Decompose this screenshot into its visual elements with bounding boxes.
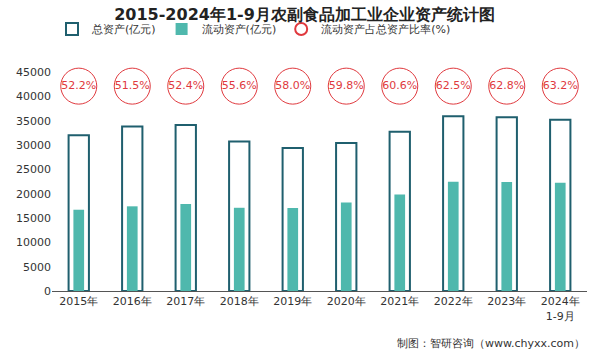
svg-text:2015-2024年1-9月农副食品加工业企业资产统计图: 2015-2024年1-9月农副食品加工业企业资产统计图 [114,5,495,24]
svg-text:60.6%: 60.6% [382,79,417,92]
svg-text:2018年: 2018年 [220,295,259,308]
svg-text:2020年: 2020年 [327,295,366,308]
svg-text:2024年1-9月: 2024年1-9月 [541,295,580,322]
svg-text:52.2%: 52.2% [61,79,96,92]
svg-text:总资产(亿元): 总资产(亿元) [91,23,156,36]
svg-text:2022年: 2022年 [434,295,473,308]
svg-text:20000: 20000 [16,188,51,201]
svg-text:流动资产占总资产比率(%): 流动资产占总资产比率(%) [321,23,450,36]
svg-text:2016年: 2016年 [113,295,152,308]
svg-text:2021年: 2021年 [380,295,419,308]
svg-text:59.8%: 59.8% [329,79,364,92]
svg-text:51.5%: 51.5% [115,79,150,92]
svg-text:25000: 25000 [16,163,51,176]
svg-text:40000: 40000 [16,90,51,103]
svg-text:2023年: 2023年 [487,295,526,308]
svg-text:流动资产(亿元): 流动资产(亿元) [202,23,277,36]
svg-text:30000: 30000 [16,139,51,152]
svg-text:2017年: 2017年 [166,295,205,308]
svg-text:10000: 10000 [16,236,51,249]
svg-text:62.5%: 62.5% [436,79,471,92]
svg-text:2019年: 2019年 [273,295,312,308]
svg-text:58.0%: 58.0% [275,79,310,92]
svg-text:45000: 45000 [16,66,51,79]
svg-text:5000: 5000 [23,261,51,274]
svg-text:55.6%: 55.6% [222,79,257,92]
svg-text:制图：智研咨询（www.chyxx.com）: 制图：智研咨询（www.chyxx.com） [397,337,585,350]
svg-text:52.4%: 52.4% [168,79,203,92]
svg-text:62.8%: 62.8% [489,79,524,92]
svg-text:35000: 35000 [16,115,51,128]
svg-text:15000: 15000 [16,212,51,225]
svg-text:63.2%: 63.2% [543,79,578,92]
svg-text:0: 0 [44,285,51,298]
svg-text:2015年: 2015年 [59,295,98,308]
